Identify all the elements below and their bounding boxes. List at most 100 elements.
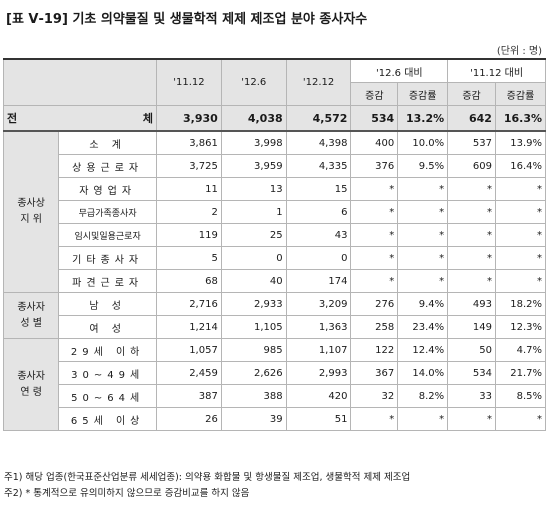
cell: 11 xyxy=(156,177,222,201)
cell: 2,459 xyxy=(156,361,222,385)
cell: * xyxy=(350,269,399,293)
cell: 122 xyxy=(350,338,399,362)
group-age-label: 종사자 연 령 xyxy=(2,338,60,431)
cell: 33 xyxy=(447,384,496,408)
cell: 13.9% xyxy=(494,130,547,155)
row-label: 소 계 xyxy=(58,130,158,155)
row-label: 남 성 xyxy=(58,292,158,316)
total-value: 534 xyxy=(350,105,399,132)
cell: 4,335 xyxy=(285,154,352,178)
cell: 1,057 xyxy=(156,338,222,362)
total-label-b: 체 xyxy=(58,105,158,132)
cell: 5 xyxy=(156,246,222,270)
cell: * xyxy=(447,200,496,224)
cell: * xyxy=(494,200,547,224)
cell: 12.4% xyxy=(397,338,449,362)
table-title: [표 Ⅴ-19] 기초 의약물질 및 생물학적 제제 제조업 분야 종사자수 xyxy=(6,12,368,27)
cell: 23.4% xyxy=(397,315,449,339)
cell: 40 xyxy=(220,269,287,293)
header-rate-2: 증감률 xyxy=(494,82,547,106)
cell: 174 xyxy=(285,269,352,293)
footnotes: 주1) 해당 업종(한국표준산업분류 세세업종): 의약용 화합물 및 항생물질… xyxy=(4,470,410,502)
cell: 420 xyxy=(285,384,352,408)
cell: 8.2% xyxy=(397,384,449,408)
cell: 276 xyxy=(350,292,399,316)
cell: 14.0% xyxy=(397,361,449,385)
cell: * xyxy=(350,200,399,224)
row-label: 여 성 xyxy=(58,315,158,339)
total-value: 13.2% xyxy=(397,105,449,132)
cell: 534 xyxy=(447,361,496,385)
cell: 1,214 xyxy=(156,315,222,339)
total-value: 4,572 xyxy=(285,105,352,132)
cell: 149 xyxy=(447,315,496,339)
cell: 16.4% xyxy=(494,154,547,178)
cell: 25 xyxy=(220,223,287,247)
cell: 15 xyxy=(285,177,352,201)
header-increase-1: 증감 xyxy=(350,82,399,106)
cell: 9.4% xyxy=(397,292,449,316)
cell: 258 xyxy=(350,315,399,339)
cell: * xyxy=(397,200,449,224)
cell: 2 xyxy=(156,200,222,224)
cell: 1,105 xyxy=(220,315,287,339)
cell: 367 xyxy=(350,361,399,385)
cell: 3,861 xyxy=(156,130,222,155)
cell: 13 xyxy=(220,177,287,201)
cell: * xyxy=(397,223,449,247)
cell: 4.7% xyxy=(494,338,547,362)
cell: 9.5% xyxy=(397,154,449,178)
group-gender-label: 종사자 성 별 xyxy=(2,292,60,339)
row-label: 무급가족종사자 xyxy=(58,200,158,224)
cell: 6 xyxy=(285,200,352,224)
row-label: 기타종사자 xyxy=(58,246,158,270)
cell: 32 xyxy=(350,384,399,408)
header-increase-2: 증감 xyxy=(447,82,496,106)
cell: 50 xyxy=(447,338,496,362)
cell: 4,398 xyxy=(285,130,352,155)
cell: 1 xyxy=(220,200,287,224)
header-corner xyxy=(2,58,158,106)
cell: 3,998 xyxy=(220,130,287,155)
cell: * xyxy=(447,246,496,270)
cell: * xyxy=(494,246,547,270)
cell: 388 xyxy=(220,384,287,408)
cell: * xyxy=(494,407,547,431)
cell: 26 xyxy=(156,407,222,431)
cell: * xyxy=(397,407,449,431)
header-rate-1: 증감률 xyxy=(397,82,449,106)
cell: 985 xyxy=(220,338,287,362)
group-status-label: 종사상 지 위 xyxy=(2,130,60,293)
employee-count-table: '11.12 '12.6 '12.12 '12.6 대비 '11.12 대비 증… xyxy=(2,58,547,431)
row-label: 50~64세 xyxy=(58,384,158,408)
header-col-2011-12: '11.12 xyxy=(156,58,222,106)
header-col-2012-12: '12.12 xyxy=(285,58,352,106)
cell: 21.7% xyxy=(494,361,547,385)
cell: * xyxy=(447,269,496,293)
cell: 1,363 xyxy=(285,315,352,339)
cell: 400 xyxy=(350,130,399,155)
row-label: 29세 이하 xyxy=(58,338,158,362)
cell: 0 xyxy=(220,246,287,270)
row-label: 65세 이상 xyxy=(58,407,158,431)
cell: 119 xyxy=(156,223,222,247)
cell: 3,959 xyxy=(220,154,287,178)
cell: 12.3% xyxy=(494,315,547,339)
cell: 609 xyxy=(447,154,496,178)
cell: 376 xyxy=(350,154,399,178)
cell: * xyxy=(494,223,547,247)
row-label: 상용근로자 xyxy=(58,154,158,178)
cell: 43 xyxy=(285,223,352,247)
cell: 0 xyxy=(285,246,352,270)
unit-label: (단위 : 명) xyxy=(496,46,542,57)
cell: * xyxy=(350,177,399,201)
total-value: 16.3% xyxy=(494,105,547,132)
header-col-2012-06: '12.6 xyxy=(220,58,287,106)
footnote-2: 주2) * 통계적으로 유의미하지 않으므로 증감비교를 하지 않음 xyxy=(4,488,250,499)
cell: * xyxy=(397,246,449,270)
cell: 537 xyxy=(447,130,496,155)
cell: * xyxy=(397,177,449,201)
cell: 68 xyxy=(156,269,222,293)
cell: * xyxy=(397,269,449,293)
row-label: 자영업자 xyxy=(58,177,158,201)
